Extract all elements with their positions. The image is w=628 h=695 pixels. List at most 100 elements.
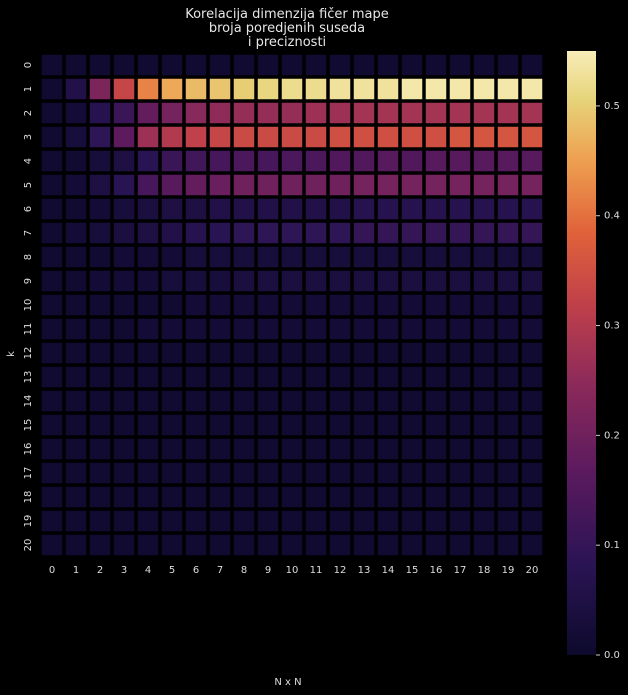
heatmap-cell: [64, 149, 88, 173]
heatmap-cell: [352, 77, 376, 101]
heatmap-cell: [88, 485, 112, 509]
heatmap-cell: [64, 365, 88, 389]
heatmap-cell: [256, 173, 280, 197]
heatmap-cell: [376, 509, 400, 533]
heatmap-cell: [328, 221, 352, 245]
heatmap-cell: [136, 221, 160, 245]
heatmap-cell: [280, 509, 304, 533]
heatmap-cell: [136, 101, 160, 125]
y-axis-label: k: [6, 351, 17, 357]
heatmap-cell: [472, 437, 496, 461]
heatmap-cell: [376, 293, 400, 317]
x-axis-ticks: 0 1 2 3 4 5 6 7 8 9 10 11 12 13 14 15 16 17 18 19 20: [49, 565, 539, 576]
heatmap-cell: [376, 317, 400, 341]
heatmap-cell: [136, 269, 160, 293]
heatmap-cell: [472, 389, 496, 413]
colorbar-tick-label: 0.2: [604, 430, 620, 441]
x-tick-label: 9: [265, 565, 271, 576]
heatmap-cell: [304, 293, 328, 317]
heatmap-cell: [232, 221, 256, 245]
heatmap-cell: [352, 509, 376, 533]
heatmap-cell: [400, 533, 424, 557]
x-tick-label: 15: [406, 565, 419, 576]
heatmap-cell: [184, 389, 208, 413]
heatmap-cell: [376, 125, 400, 149]
heatmap-cell: [40, 341, 64, 365]
x-tick-label: 12: [334, 565, 347, 576]
heatmap-cell: [400, 53, 424, 77]
heatmap-cell: [64, 293, 88, 317]
heatmap-cell: [520, 101, 544, 125]
heatmap-cell: [472, 533, 496, 557]
heatmap-cell: [472, 221, 496, 245]
heatmap-cell: [448, 437, 472, 461]
heatmap-cell: [232, 77, 256, 101]
heatmap-cell: [88, 317, 112, 341]
heatmap-cell: [376, 101, 400, 125]
heatmap-cell: [280, 485, 304, 509]
heatmap-cell: [400, 149, 424, 173]
heatmap-cell: [136, 293, 160, 317]
heatmap-cell: [184, 341, 208, 365]
heatmap-cell: [208, 485, 232, 509]
heatmap-cell: [400, 389, 424, 413]
heatmap-cell: [112, 389, 136, 413]
heatmap-cell: [40, 101, 64, 125]
heatmap-cell: [496, 413, 520, 437]
colorbar-gradient: [567, 51, 596, 655]
heatmap-cell: [328, 389, 352, 413]
heatmap-cell: [328, 341, 352, 365]
heatmap-cell: [280, 245, 304, 269]
heatmap-cell: [400, 77, 424, 101]
heatmap-cell: [160, 77, 184, 101]
heatmap-cell: [208, 413, 232, 437]
heatmap-cell: [208, 509, 232, 533]
heatmap-cell: [64, 245, 88, 269]
heatmap-cell: [520, 149, 544, 173]
heatmap-cell: [448, 509, 472, 533]
heatmap-cell: [40, 413, 64, 437]
heatmap-cell: [256, 221, 280, 245]
heatmap-cell: [280, 437, 304, 461]
x-tick-label: 20: [526, 565, 539, 576]
colorbar-tick-label: 0.1: [604, 540, 620, 551]
x-tick-label: 4: [145, 565, 151, 576]
heatmap-cell: [88, 173, 112, 197]
y-tick-label: 7: [23, 230, 34, 236]
heatmap-cell: [448, 125, 472, 149]
heatmap-cell: [160, 461, 184, 485]
heatmap-cell: [232, 485, 256, 509]
heatmap-cell: [208, 101, 232, 125]
heatmap-cell: [424, 389, 448, 413]
heatmap-cell: [400, 221, 424, 245]
heatmap-cell: [520, 485, 544, 509]
heatmap-cell: [64, 461, 88, 485]
heatmap-cell: [376, 197, 400, 221]
heatmap-cell: [88, 413, 112, 437]
heatmap-cell: [352, 533, 376, 557]
heatmap-cell: [328, 365, 352, 389]
x-tick-label: 8: [241, 565, 247, 576]
heatmap-cell: [88, 437, 112, 461]
y-tick-label: 1: [23, 86, 34, 92]
heatmap-cell: [232, 317, 256, 341]
heatmap-cell: [424, 149, 448, 173]
colorbar-tick-label: 0.4: [604, 211, 620, 222]
heatmap-cell: [40, 77, 64, 101]
heatmap-cell: [304, 485, 328, 509]
heatmap-cell: [496, 53, 520, 77]
heatmap-cell: [112, 341, 136, 365]
heatmap-cell: [40, 461, 64, 485]
heatmap-cell: [304, 77, 328, 101]
heatmap-cell: [184, 461, 208, 485]
heatmap-cell: [448, 293, 472, 317]
heatmap-cell: [232, 437, 256, 461]
heatmap-cell: [208, 77, 232, 101]
heatmap-cell: [424, 437, 448, 461]
heatmap-cell: [208, 293, 232, 317]
heatmap-cell: [208, 221, 232, 245]
heatmap-cell: [352, 149, 376, 173]
heatmap-cell: [160, 317, 184, 341]
heatmap-cell: [352, 365, 376, 389]
